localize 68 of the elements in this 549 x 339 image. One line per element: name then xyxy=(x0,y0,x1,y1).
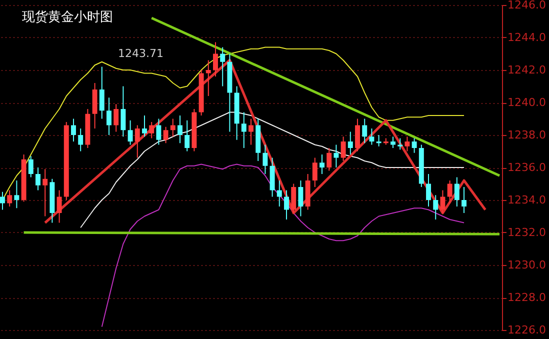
candlestick xyxy=(14,180,20,209)
candlestick xyxy=(156,118,162,146)
candlestick xyxy=(56,190,62,224)
candlestick xyxy=(298,180,304,217)
candlestick xyxy=(36,167,40,191)
y-tick-label: 1234.0 xyxy=(508,194,546,206)
y-tick-label: 1240.0 xyxy=(508,96,546,109)
candlestick xyxy=(369,128,374,146)
y-tick-label: 1242.0 xyxy=(508,64,546,76)
candlestick xyxy=(326,148,332,172)
candlestick xyxy=(184,120,190,152)
candlestick xyxy=(220,46,226,87)
candlestick xyxy=(134,124,140,158)
candlestick xyxy=(291,183,296,214)
y-tick-label: 1244.0 xyxy=(508,31,546,44)
candlestick xyxy=(312,157,318,188)
candlestick xyxy=(355,118,360,152)
candlestick xyxy=(390,136,396,148)
candlestick xyxy=(120,86,126,138)
line-series xyxy=(101,164,465,328)
candlestick xyxy=(206,60,211,96)
candlestick xyxy=(412,138,417,154)
chart-title: 现货黄金小时图 xyxy=(22,10,113,25)
candlestick xyxy=(404,136,410,152)
candlestick xyxy=(362,118,368,144)
candlestick xyxy=(454,176,460,207)
candlestick xyxy=(340,136,346,162)
candlestick xyxy=(398,138,403,150)
candlestick xyxy=(284,190,289,220)
candlestick xyxy=(334,144,339,168)
candlestick xyxy=(128,120,133,146)
candlestick xyxy=(170,118,176,138)
candlestick xyxy=(71,118,76,142)
y-tick-label: 1238.0 xyxy=(508,128,546,142)
candlestick xyxy=(348,131,353,155)
y-tick-label: 1246.0 xyxy=(508,0,546,12)
candlestick xyxy=(262,144,268,174)
candlestick xyxy=(440,190,446,214)
candlestick xyxy=(28,156,34,178)
candlestick xyxy=(114,104,119,132)
candlestick xyxy=(178,115,182,144)
candlestick xyxy=(99,66,104,120)
candlestick xyxy=(142,115,147,138)
candlestick xyxy=(0,191,5,210)
candlestick xyxy=(447,180,452,204)
y-tick-label: 1226.0 xyxy=(508,324,546,336)
y-tick-label: 1230.0 xyxy=(508,258,546,272)
candlestick xyxy=(106,97,112,136)
candlestick xyxy=(320,154,324,174)
candlestick xyxy=(426,174,431,207)
line-series xyxy=(44,59,487,224)
candlestick xyxy=(213,42,218,77)
candlestick xyxy=(149,122,154,139)
line-series xyxy=(80,112,465,228)
y-tick-label: 1228.0 xyxy=(508,291,546,304)
candlestick xyxy=(248,118,254,146)
candlestick xyxy=(276,180,282,207)
candlestick xyxy=(433,194,438,220)
candlestick xyxy=(163,126,168,144)
candlestick xyxy=(376,134,382,147)
y-tick-label: 1236.0 xyxy=(508,161,546,174)
candlestick xyxy=(462,186,466,214)
candlestick xyxy=(42,168,48,217)
candlestick xyxy=(7,190,12,207)
candlestick xyxy=(241,112,246,148)
candlestick xyxy=(78,128,84,152)
annotation: 1243.71 xyxy=(118,47,164,60)
y-tick-label: 1232.0 xyxy=(508,226,546,239)
